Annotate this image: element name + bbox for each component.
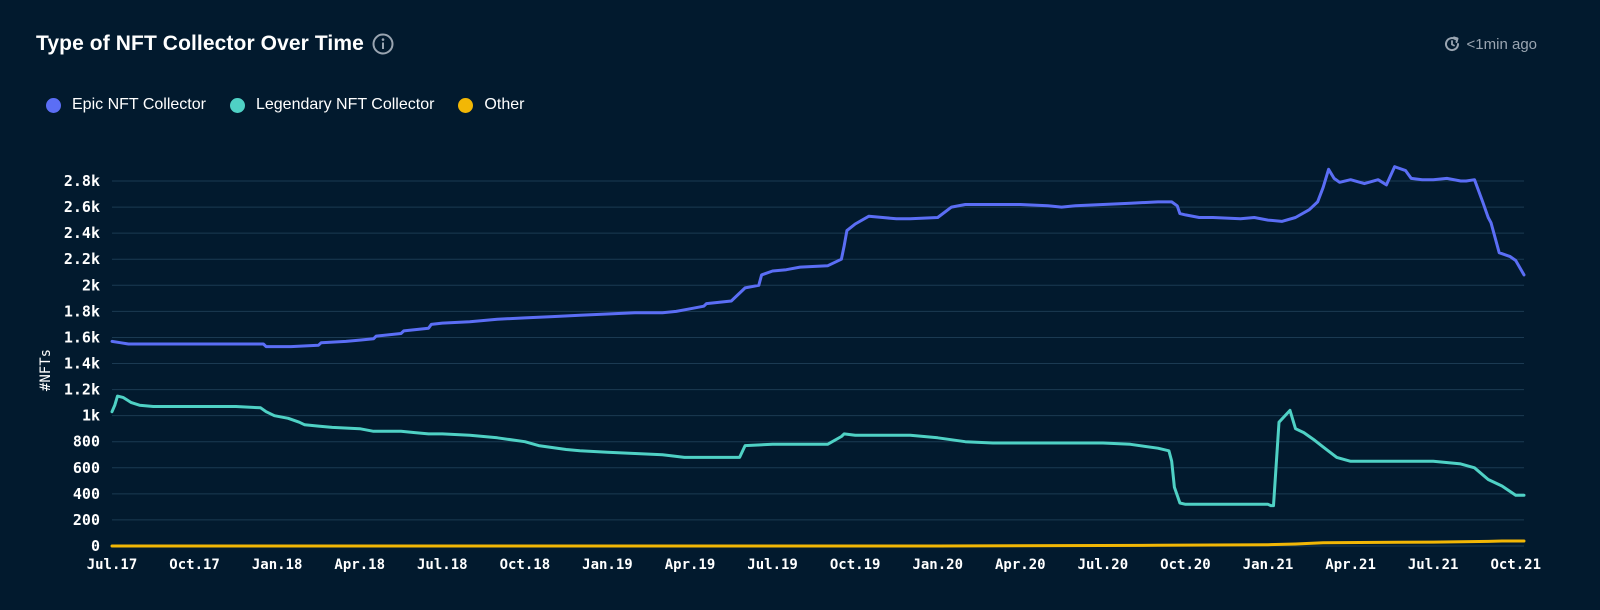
x-tick-label: Oct.17 <box>169 557 220 573</box>
chart-header: Type of NFT Collector Over Time <box>36 32 394 56</box>
series-line-legendary[interactable] <box>110 394 1526 508</box>
x-tick-label: Jul.21 <box>1408 557 1459 573</box>
y-tick-label: 1.8k <box>64 302 100 320</box>
y-tick-label: 2.2k <box>64 250 100 268</box>
y-tick-label: 2.8k <box>64 172 100 190</box>
x-tick-label: Jan.18 <box>252 557 303 573</box>
x-tick-label: Oct.20 <box>1160 557 1211 573</box>
legend-item-epic[interactable]: Epic NFT Collector <box>46 96 206 114</box>
y-tick-label: 200 <box>73 511 100 529</box>
info-icon[interactable] <box>372 33 394 55</box>
chart-legend: Epic NFT Collector Legendary NFT Collect… <box>46 96 548 114</box>
legend-dot-other <box>458 97 474 113</box>
last-updated: <1min ago <box>1443 35 1537 53</box>
x-tick-label: Oct.19 <box>830 557 881 573</box>
legend-dot-epic <box>46 97 61 113</box>
x-tick-label: Apr.18 <box>334 557 385 573</box>
y-tick-label: 1.2k <box>64 381 100 399</box>
chart-title: Type of NFT Collector Over Time <box>36 32 364 55</box>
x-tick-label: Apr.21 <box>1325 557 1376 573</box>
legend-item-other[interactable]: Other <box>458 96 524 114</box>
y-tick-label: 2.6k <box>64 198 100 216</box>
x-tick-label: Apr.20 <box>995 557 1046 573</box>
y-tick-label: 1k <box>82 407 100 425</box>
y-tick-label: 2.4k <box>64 224 100 242</box>
x-tick-label: Oct.21 <box>1490 557 1541 573</box>
x-tick-label: Jul.20 <box>1078 557 1129 573</box>
last-updated-text: <1min ago <box>1466 35 1537 53</box>
x-tick-label: Oct.18 <box>500 557 551 573</box>
grid-lines <box>112 180 1524 547</box>
x-tick-label: Jul.18 <box>417 557 468 573</box>
y-tick-label: 0 <box>91 537 100 555</box>
y-tick-label: 800 <box>73 433 100 451</box>
refresh-clock-icon[interactable] <box>1443 35 1461 53</box>
y-axis-label: #NFTs <box>38 349 54 391</box>
x-tick-label: Jul.17 <box>87 557 138 573</box>
legend-dot-legendary <box>229 97 245 113</box>
legend-label-other: Other <box>484 96 525 113</box>
x-tick-label: Jul.19 <box>747 557 798 573</box>
y-tick-label: 1.6k <box>64 328 100 346</box>
y-tick-label: 600 <box>73 459 100 477</box>
x-tick-label: Apr.19 <box>665 557 716 573</box>
series-line-other[interactable] <box>110 539 1526 548</box>
x-tick-label: Jan.21 <box>1243 557 1294 573</box>
x-tick-label: Jan.20 <box>912 557 963 573</box>
legend-item-legendary[interactable]: Legendary NFT Collector <box>229 96 435 114</box>
y-tick-label: 400 <box>73 485 100 503</box>
x-axis-ticks: Jul.17 Oct.17 Jan.18 Apr.18 Jul.18 Oct.18 Jan.… <box>87 557 1541 573</box>
legend-label-epic: Epic NFT Collector <box>72 96 206 113</box>
series-lines <box>110 165 1526 548</box>
y-tick-label: 2k <box>82 276 100 294</box>
y-axis-ticks: 0 200 400 600 800 1k 1.2k 1.4k 1.6k 1.8k 2k 2.2k 2.4… <box>64 172 100 555</box>
series-line-epic[interactable] <box>110 165 1526 349</box>
x-tick-label: Jan.19 <box>582 557 633 573</box>
legend-label-legendary: Legendary NFT Collector <box>255 96 435 113</box>
y-tick-label: 1.4k <box>64 355 100 373</box>
